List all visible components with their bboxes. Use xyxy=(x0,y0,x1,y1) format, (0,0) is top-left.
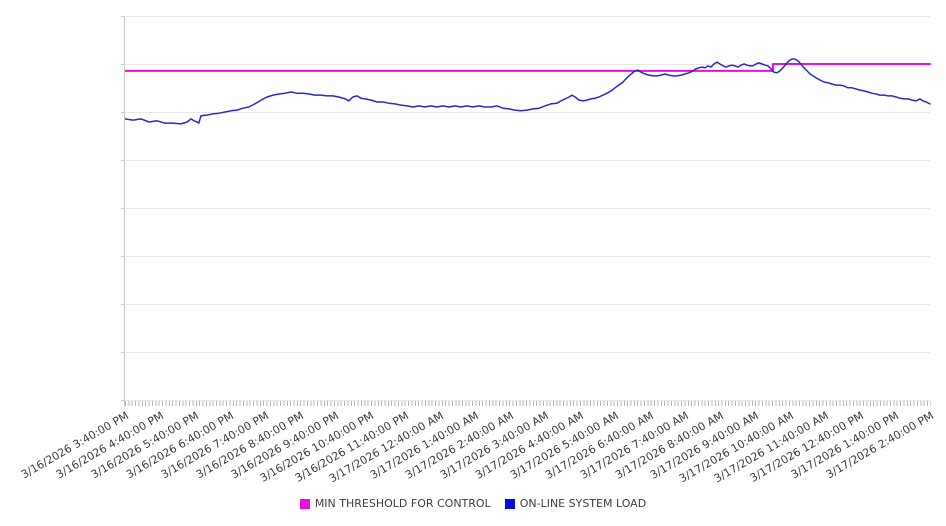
legend: MIN THRESHOLD FOR CONTROL ON-LINE SYSTEM… xyxy=(0,498,946,509)
y-axis-tick xyxy=(121,303,125,305)
y-axis-tick xyxy=(121,255,125,257)
series-svg xyxy=(124,58,931,125)
legend-swatch-load-icon xyxy=(504,498,515,509)
gridline xyxy=(125,207,930,209)
gridline xyxy=(125,15,930,17)
gridline xyxy=(125,111,930,113)
gridline xyxy=(125,399,930,401)
legend-swatch-threshold-icon xyxy=(299,498,310,509)
y-axis-tick xyxy=(121,111,125,113)
plot-area xyxy=(124,15,931,401)
y-axis-tick xyxy=(121,399,125,401)
legend-label-load: ON-LINE SYSTEM LOAD xyxy=(519,497,647,510)
legend-label-threshold: MIN THRESHOLD FOR CONTROL xyxy=(314,497,491,510)
y-axis-tick xyxy=(121,63,125,65)
gridline xyxy=(125,303,930,305)
y-axis-tick xyxy=(121,207,125,209)
x-axis-minor-ticks xyxy=(125,401,931,406)
threshold-line xyxy=(124,63,931,72)
load-line xyxy=(124,58,931,125)
gridline xyxy=(125,351,930,353)
y-axis-tick xyxy=(121,159,125,161)
gridline xyxy=(125,159,930,161)
gridline xyxy=(125,63,930,65)
legend-item-load: ON-LINE SYSTEM LOAD xyxy=(504,497,647,510)
y-axis-tick xyxy=(121,15,125,17)
y-axis-tick xyxy=(121,351,125,353)
gridline xyxy=(125,255,930,257)
y-axis-line xyxy=(124,16,125,407)
legend-item-threshold: MIN THRESHOLD FOR CONTROL xyxy=(299,497,491,510)
